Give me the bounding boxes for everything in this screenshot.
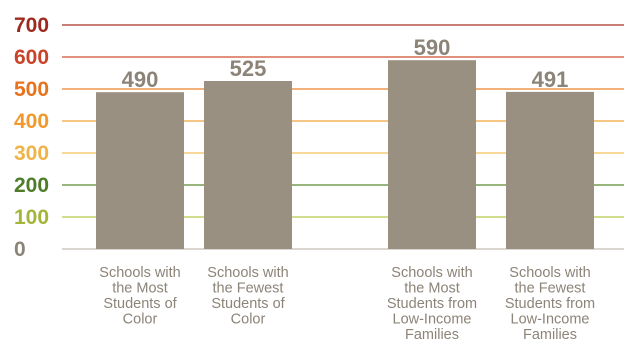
value-label-3: 491 xyxy=(532,67,569,92)
category-label-line: Schools with xyxy=(207,265,288,281)
y-axis: 0 100 200 300 400 500 600 700 xyxy=(14,14,49,261)
category-label-line: Students of xyxy=(103,296,177,312)
category-label-line: Students from xyxy=(387,296,477,312)
category-label-line: Students from xyxy=(505,296,595,312)
category-label-line: Color xyxy=(123,312,158,328)
category-label-line: Schools with xyxy=(509,265,590,281)
category-label-line: Students of xyxy=(211,296,285,312)
category-label-line: Color xyxy=(231,312,266,328)
category-label-line: Schools with xyxy=(99,265,180,281)
category-label-line: Families xyxy=(405,327,459,343)
category-label-line: the Fewest xyxy=(515,281,586,297)
category-label-line: the Fewest xyxy=(213,281,284,297)
category-label-line: Families xyxy=(523,327,577,343)
category-label-line: the Most xyxy=(112,281,168,297)
bar-3 xyxy=(506,91,594,249)
value-label-1: 525 xyxy=(230,56,267,81)
category-label-line: Low-Income xyxy=(511,312,590,328)
bars xyxy=(96,60,594,250)
category-labels: Schools with the Most Students of ColorScho… xyxy=(99,265,595,343)
bar-2 xyxy=(388,60,476,250)
category-label-0: Schools with the Most Students of Color xyxy=(99,265,180,328)
bar-0 xyxy=(96,92,184,249)
value-label-0: 490 xyxy=(122,67,159,92)
y-tick-label-700: 700 xyxy=(14,14,49,37)
y-tick-label-500: 500 xyxy=(14,78,49,101)
category-label-1: Schools with the Fewest Students of Color xyxy=(207,265,288,328)
category-label-2: Schools with the Most Students from Low-Inc… xyxy=(387,265,477,343)
category-label-line: Schools with xyxy=(391,265,472,281)
value-labels: 490 525 590 491 xyxy=(122,35,569,92)
y-tick-label-600: 600 xyxy=(14,46,49,69)
y-tick-label-0: 0 xyxy=(14,238,26,261)
category-label-3: Schools with the Fewest Students from Low-I… xyxy=(505,265,595,343)
y-tick-label-100: 100 xyxy=(14,206,49,229)
y-tick-label-200: 200 xyxy=(14,174,49,197)
value-label-2: 590 xyxy=(414,35,451,60)
y-tick-label-300: 300 xyxy=(14,142,49,165)
y-tick-label-400: 400 xyxy=(14,110,49,133)
category-label-line: the Most xyxy=(404,281,460,297)
category-label-line: Low-Income xyxy=(393,312,472,328)
bar-1 xyxy=(204,81,292,249)
